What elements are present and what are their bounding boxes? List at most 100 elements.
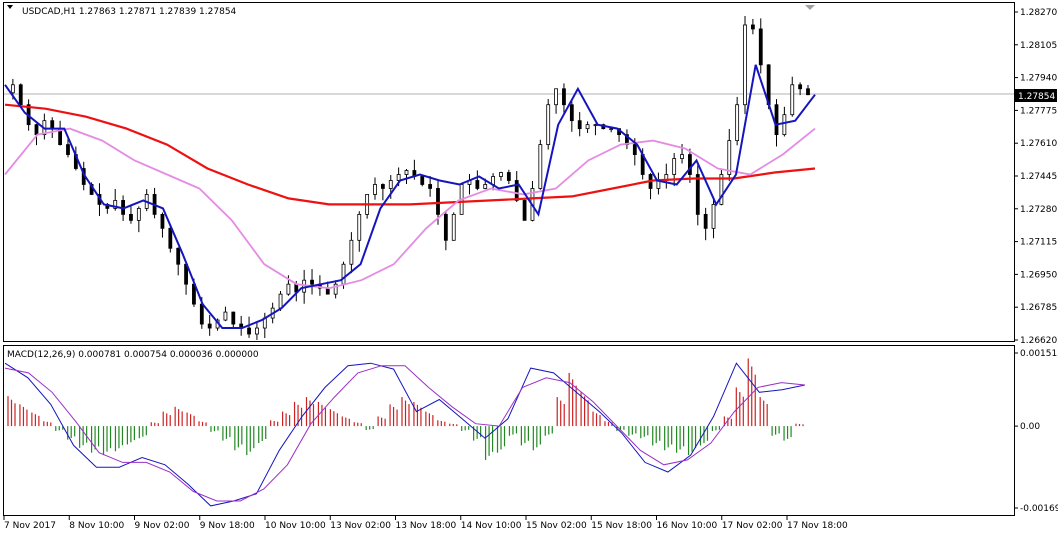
price-axis-label: 1.26950 <box>1020 270 1057 280</box>
time-axis-label: 9 Nov 02:00 <box>135 521 190 531</box>
bull-candle <box>672 158 677 175</box>
bear-candle <box>514 180 519 201</box>
time-axis-label: 15 Nov 18:00 <box>591 521 652 531</box>
bull-candle <box>593 124 598 127</box>
bear-candle <box>569 104 574 122</box>
price-axis-label: 1.27940 <box>1020 74 1057 84</box>
macd-plot <box>4 358 806 507</box>
bull-candle <box>735 104 740 142</box>
bear-candle <box>577 120 582 130</box>
current-price-label: 1.27854 <box>1018 92 1055 102</box>
bull-candle <box>136 207 141 221</box>
bull-candle <box>404 170 409 175</box>
bear-candle <box>380 184 385 189</box>
bull-candle <box>585 124 590 130</box>
bull-candle <box>341 263 346 285</box>
bear-candle <box>66 144 70 155</box>
dropdown-icon[interactable] <box>7 5 13 9</box>
bull-candle <box>711 204 716 229</box>
macd-axis-label: -0.001694 <box>1020 504 1058 514</box>
bear-candle <box>443 213 448 241</box>
bear-candle <box>160 213 165 229</box>
bear-candle <box>420 176 425 185</box>
bull-candle <box>483 184 488 189</box>
bull-candle <box>396 174 401 181</box>
bull-candle <box>727 140 732 175</box>
price-axis-label: 1.28105 <box>1020 41 1057 51</box>
time-axis-label: 8 Nov 10:00 <box>69 521 124 531</box>
bull-candle <box>255 327 259 335</box>
axes: 1.28270 1.28105 1.27940 1.27775 1.27610 1.274… <box>3 8 1058 531</box>
bear-candle <box>50 120 55 130</box>
bull-candle <box>782 114 787 136</box>
bear-candle <box>168 227 173 249</box>
bear-candle <box>436 188 440 215</box>
bull-candle <box>680 154 684 159</box>
bear-candle <box>475 180 480 189</box>
bear-candle <box>562 88 566 106</box>
bull-candle <box>278 293 283 309</box>
macd-header: MACD(12,26,9) 0.000781 0.000754 0.000036… <box>7 350 259 360</box>
price-label-box <box>1015 89 1057 102</box>
macd-series-line-0 <box>4 362 806 507</box>
bear-candle <box>231 311 236 325</box>
bear-candle <box>632 144 637 155</box>
bull-candle <box>223 311 228 321</box>
macd-series-line-1 <box>4 365 806 502</box>
bear-candle <box>199 303 204 325</box>
bull-candle <box>719 174 724 205</box>
price-axis-label: 1.27610 <box>1020 139 1057 149</box>
bear-candle <box>506 172 511 181</box>
bull-candle <box>388 180 393 189</box>
bull-candle <box>554 88 558 106</box>
time-axis-label: 10 Nov 10:00 <box>265 521 326 531</box>
bear-candle <box>310 279 314 285</box>
bull-candle <box>349 239 354 265</box>
symbol-header: USDCAD,H1 1.27863 1.27871 1.27839 1.2785… <box>22 7 237 17</box>
bear-candle <box>806 88 810 96</box>
time-axis-label: 13 Nov 18:00 <box>396 521 457 531</box>
shift-marker-icon[interactable] <box>805 5 815 10</box>
bull-candle <box>538 144 543 189</box>
time-axis-label: 13 Nov 02:00 <box>330 521 391 531</box>
bear-candle <box>428 184 433 189</box>
bull-candle <box>333 283 338 295</box>
time-axis-label: 17 Nov 18:00 <box>787 521 848 531</box>
time-axis-label: 17 Nov 02:00 <box>722 521 783 531</box>
price-axis-label: 1.27445 <box>1020 172 1057 182</box>
time-axis-label: 9 Nov 18:00 <box>200 521 255 531</box>
bull-candle <box>546 104 551 145</box>
bull-candle <box>10 84 15 94</box>
bear-candle <box>129 213 133 221</box>
bear-candle <box>34 124 39 136</box>
bear-candle <box>18 84 23 106</box>
bull-candle <box>373 184 377 195</box>
price-axis-label: 1.27775 <box>1020 106 1057 116</box>
bull-candle <box>451 213 456 241</box>
time-axis-label: 7 Nov 2017 <box>4 521 56 531</box>
bear-candle <box>703 213 708 229</box>
price-axis-label: 1.27280 <box>1020 205 1057 215</box>
price-series-line-2 <box>4 64 816 329</box>
time-axis-label: 15 Nov 02:00 <box>526 521 587 531</box>
bull-candle <box>286 283 291 295</box>
bull-candle <box>499 172 503 177</box>
time-axis-label: 16 Nov 10:00 <box>657 521 718 531</box>
bull-candle <box>357 213 362 241</box>
price-axis-label: 1.28270 <box>1020 8 1057 18</box>
macd-axis-label: 0.00 <box>1020 422 1040 432</box>
bear-candle <box>774 104 779 136</box>
bull-candle <box>790 84 795 116</box>
bear-candle <box>695 174 700 215</box>
price-plot <box>4 15 1014 340</box>
bear-candle <box>522 200 527 221</box>
bear-candle <box>750 24 755 30</box>
bull-candle <box>113 200 118 209</box>
bear-candle <box>207 323 212 329</box>
bull-candle <box>743 24 747 106</box>
bear-candle <box>247 327 251 335</box>
bear-candle <box>176 247 181 265</box>
price-axis-label: 1.27115 <box>1020 238 1057 248</box>
bear-candle <box>688 154 692 175</box>
